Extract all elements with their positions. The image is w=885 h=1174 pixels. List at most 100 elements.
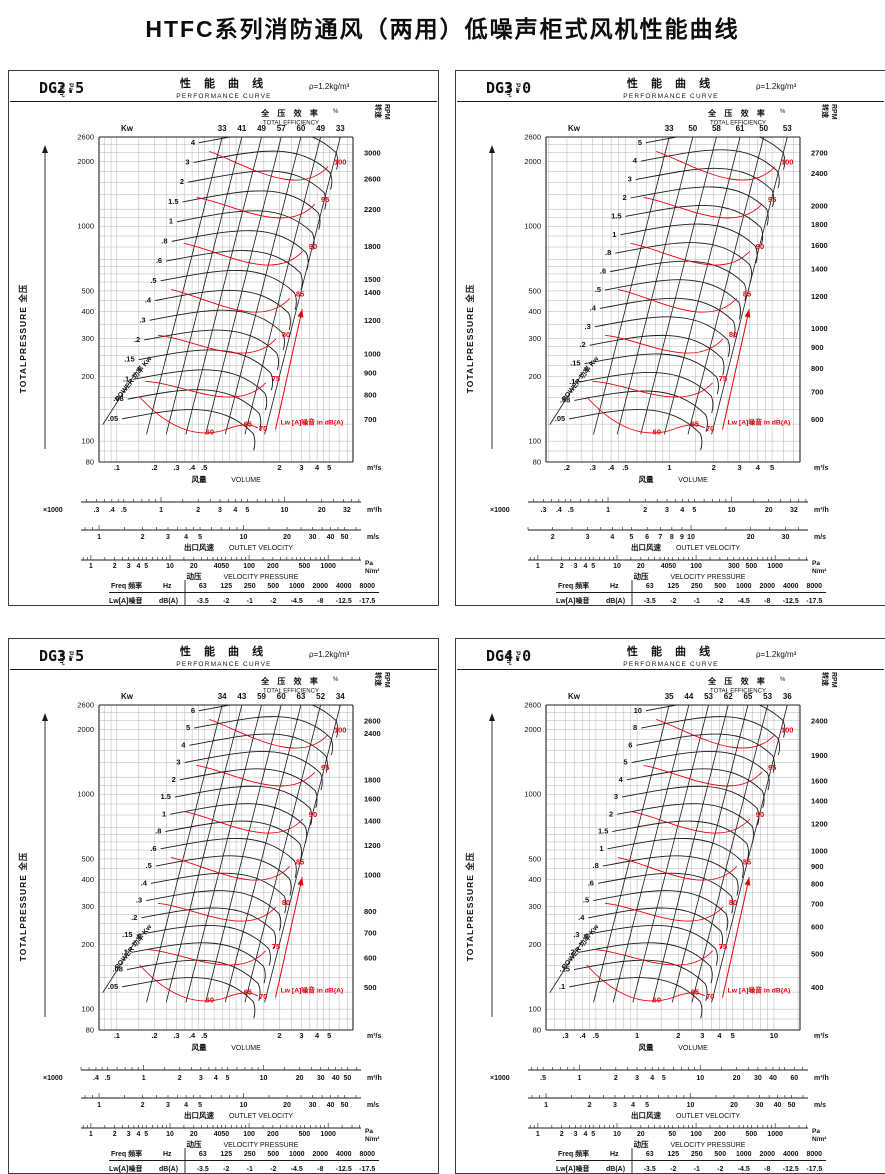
lw-row-unit: dB(A) [606,1166,625,1173]
volume-m3s-tick-label: .1 [114,1031,120,1040]
eff-header-cn: 全 压 效 率 [707,676,768,686]
kw-header: Kw [568,124,581,133]
pressure-tick-label: 400 [528,307,541,316]
fan-curve [160,270,297,311]
kw-curve-label: 3 [176,758,180,767]
rpm-tick-label: 1200 [364,316,381,325]
kw-curve-label: 4 [191,138,196,147]
kw-curve-label: .2 [579,340,585,349]
efficiency-gridline [264,705,341,1003]
times1000-label: ×1000 [43,1075,63,1082]
scale-tick-label: 1 [577,1075,581,1082]
lw-value: -8 [317,1166,323,1173]
rpm-tick-label: 2400 [811,169,828,178]
rpm-axis-label: 转速 [821,104,830,118]
freq-value: 2000 [759,1151,775,1158]
freq-value: 8000 [359,1151,375,1158]
scale-tick-label: 40 [327,1102,335,1109]
scale-tick-label: 5 [144,563,148,570]
efficiency-gridline [185,705,262,1003]
kw-curve-label: .4 [141,878,148,887]
kw-curve-label: 10 [634,706,642,715]
freq-value: 8000 [359,583,375,590]
efficiency-tick-label: 41 [237,124,246,133]
fan-curve [131,942,266,984]
fan-curve [645,705,786,738]
kw-curve-label: .1 [569,377,575,386]
iso-efficiency-label: 60 [206,995,214,1004]
volume-m3s-tick-label: .3 [173,1031,179,1040]
unit-ms: m/s [367,1102,379,1109]
scale-tick-label: .5 [105,1075,111,1082]
scale-tick-label: 1000 [320,563,336,570]
kw-curve-label: .08 [113,394,123,403]
scale-tick-label: 2 [560,1131,564,1138]
kw-curve-label: .8 [593,861,599,870]
power-axis-rule [549,372,584,425]
pressure-tick-label: 1000 [77,790,94,799]
scale-tick-label: 20 [733,1075,741,1082]
efficiency-tick-label: 59 [257,692,266,701]
pressure-tick-label: 1000 [77,222,94,231]
panel-title-cn: 性 能 曲 线 [180,644,268,658]
scale-tick-label: 20 [190,563,198,570]
panel-title-en: PERFORMANCE CURVE [176,93,271,100]
iso-efficiency-label: 95 [768,763,776,772]
unit-m3h: m³/h [367,1075,382,1082]
lw-value: -4.5 [291,1166,303,1173]
scale-tick-label: 40 [769,1075,777,1082]
efficiency-gridline [711,137,788,435]
efficiency-tick-label: 65 [743,692,752,701]
lw-value: -3.5 [644,1166,656,1173]
scale-tick-label: 32 [343,507,351,514]
volume-m3s-tick-label: .2 [564,463,570,472]
kw-curve-label: .05 [108,982,118,991]
lw-value: -3.5 [197,1166,209,1173]
fan-curve [574,390,708,432]
scale-tick-label: 1 [142,1075,146,1082]
scale-tick-label: 1000 [320,1131,336,1138]
unit-pa: Pa [365,1128,373,1135]
fan-curve [569,409,703,451]
scale-tick-label: 10 [240,534,248,541]
iso-efficiency-curve [617,289,738,313]
scale-tick-label: 10 [728,507,736,514]
dyn-caption-en: VELOCITY PRESSURE [671,1142,746,1149]
scale-tick-label: 3 [574,1131,578,1138]
iso-efficiency-label: 75 [719,942,727,951]
scale-tick-label: 50 [341,534,349,541]
scale-tick-label: 1000 [767,563,783,570]
arrow-head [489,713,495,721]
rpm-axis-unit: RPM [830,672,837,688]
iso-efficiency-label: 60 [653,427,661,436]
freq-value: 1000 [736,1151,752,1158]
lw-value: -2 [223,1166,229,1173]
dyn-caption-en: VELOCITY PRESSURE [224,1142,299,1149]
scale-tick-label: 2 [178,1075,182,1082]
scale-tick-label: 1 [89,563,93,570]
lw-row-label: Lw[A]噪音 [109,1164,142,1173]
iso-efficiency-curve [158,335,277,354]
efficiency-gridline [224,137,302,435]
scale-tick-label: 3 [574,563,578,570]
scale-tick-label: 5 [662,1075,666,1082]
efficiency-tick-label: 58 [712,124,721,133]
scale-tick-label: 5 [591,1131,595,1138]
efficiency-tick-label: 53 [783,124,792,133]
fan-curve [621,785,760,826]
freq-value: 125 [220,583,232,590]
iso-efficiency-label: 75 [719,374,727,383]
rpm-tick-label: 1200 [811,292,828,301]
pressure-tick-label: 100 [528,1005,541,1014]
unit-pa: Pa [812,1128,820,1135]
rpm-tick-label: 1600 [811,241,828,250]
lw-value: -8 [764,598,770,605]
efficiency-tick-label: 34 [218,692,227,701]
iso-efficiency-curve [630,810,751,834]
fan-curve [149,309,285,351]
lw-row-label: Lw[A]噪音 [556,1164,589,1173]
dyn-caption-cn: 动压 [187,1139,202,1149]
scale-tick-label: 1 [97,1102,101,1109]
scale-tick-label: 40 [327,534,335,541]
kw-curve-label: .8 [605,248,611,257]
